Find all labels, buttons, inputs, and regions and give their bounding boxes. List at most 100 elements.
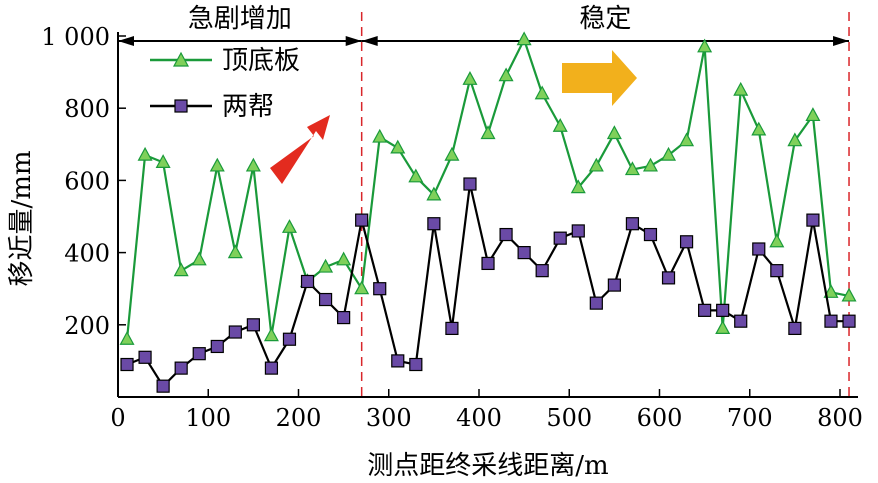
data-point [281,219,297,233]
data-point [426,186,442,201]
data-point [318,292,333,307]
phase-stable-arrowhead-left [361,36,378,46]
data-point [806,213,820,227]
data-point [156,379,170,393]
data-point [409,357,423,372]
data-point [679,235,694,249]
data-point [624,161,640,176]
data-point [372,128,388,143]
data-point [733,81,749,96]
data-point [534,85,550,100]
data-point [805,107,821,122]
data-point [642,157,658,172]
data-point [679,132,695,147]
data-point [408,168,424,183]
x-tick-label: 100 [185,404,231,432]
series-layer [119,31,857,393]
data-point [498,67,514,82]
data-point [571,224,585,238]
legend: 顶底板 两帮 [150,46,300,122]
data-point [625,217,640,231]
data-point [138,350,152,364]
series-line [126,182,850,388]
data-point [263,327,279,342]
axes: 0 100 200 300 400 500 600 700 800 200 400 600 800 1 … [7,23,863,481]
data-point [174,361,188,375]
data-point [716,303,730,317]
data-point [787,132,803,147]
x-tick-label: 300 [366,404,412,432]
data-point [444,146,460,161]
data-point [698,303,712,317]
y-tick-label: 1 000 [41,23,110,51]
data-point [191,251,207,266]
data-point [516,31,532,46]
data-point [173,262,189,277]
data-point [245,157,261,172]
legend-label-roof-floor: 顶底板 [222,46,300,76]
x-axis-title: 测点距终采线距离/m [367,451,608,481]
phase-rapid-arrowhead-left [118,36,134,46]
data-point [210,339,224,354]
legend-label-sidewalls: 两帮 [222,92,274,122]
data-point [137,146,153,161]
legend-marker-sidewalls [174,99,188,113]
data-point [607,278,621,292]
data-point [499,227,513,242]
data-point [462,71,478,85]
x-tick-label: 700 [727,404,773,432]
data-point [715,320,731,335]
x-tick-label: 500 [546,404,592,432]
y-tick-label: 200 [64,312,110,340]
data-point [463,177,477,191]
data-point [445,321,459,336]
data-point [606,125,622,140]
data-point [751,121,767,136]
data-point [227,244,243,259]
data-point [643,227,658,242]
phase-rapid-arrowhead-right [345,36,362,46]
y-axis-ticks: 200 400 600 800 1 000 [41,23,126,340]
data-point [570,179,586,194]
data-point [788,321,802,336]
data-point [264,361,279,375]
data-point [155,154,171,168]
data-point [355,213,369,227]
data-point [246,318,260,332]
phase-annotations: 急剧增加 稳定 [118,4,850,46]
y-tick-label: 800 [64,95,110,123]
phase-stable-arrowhead-right [833,36,850,46]
data-point [661,271,676,285]
data-point [770,264,784,278]
data-point [354,280,370,295]
data-point [480,125,496,140]
data-point [481,256,495,271]
data-point [752,242,766,256]
data-point [589,296,603,310]
x-tick-label: 800 [817,404,863,432]
series-0 [119,31,857,345]
data-point [390,139,406,154]
y-axis-title: 移近量/mm [7,150,37,286]
data-point [841,287,857,302]
data-point [697,38,713,53]
data-point [318,258,334,273]
data-point [553,231,567,245]
data-point [552,117,568,132]
x-tick-label: 200 [276,404,322,432]
data-point [336,251,352,266]
x-tick-label: 0 [110,404,125,432]
stable-trend-arrow-icon [562,50,637,106]
data-point [120,357,134,372]
x-tick-label: 400 [456,404,502,432]
data-point [769,233,785,248]
y-tick-label: 400 [64,240,110,268]
data-point [119,330,135,345]
data-point [209,157,225,172]
data-point [824,314,838,328]
y-tick-label: 600 [64,167,110,195]
data-point [588,157,604,172]
data-point [300,274,315,289]
x-axis-ticks: 0 100 200 300 400 500 600 700 800 [110,389,863,432]
